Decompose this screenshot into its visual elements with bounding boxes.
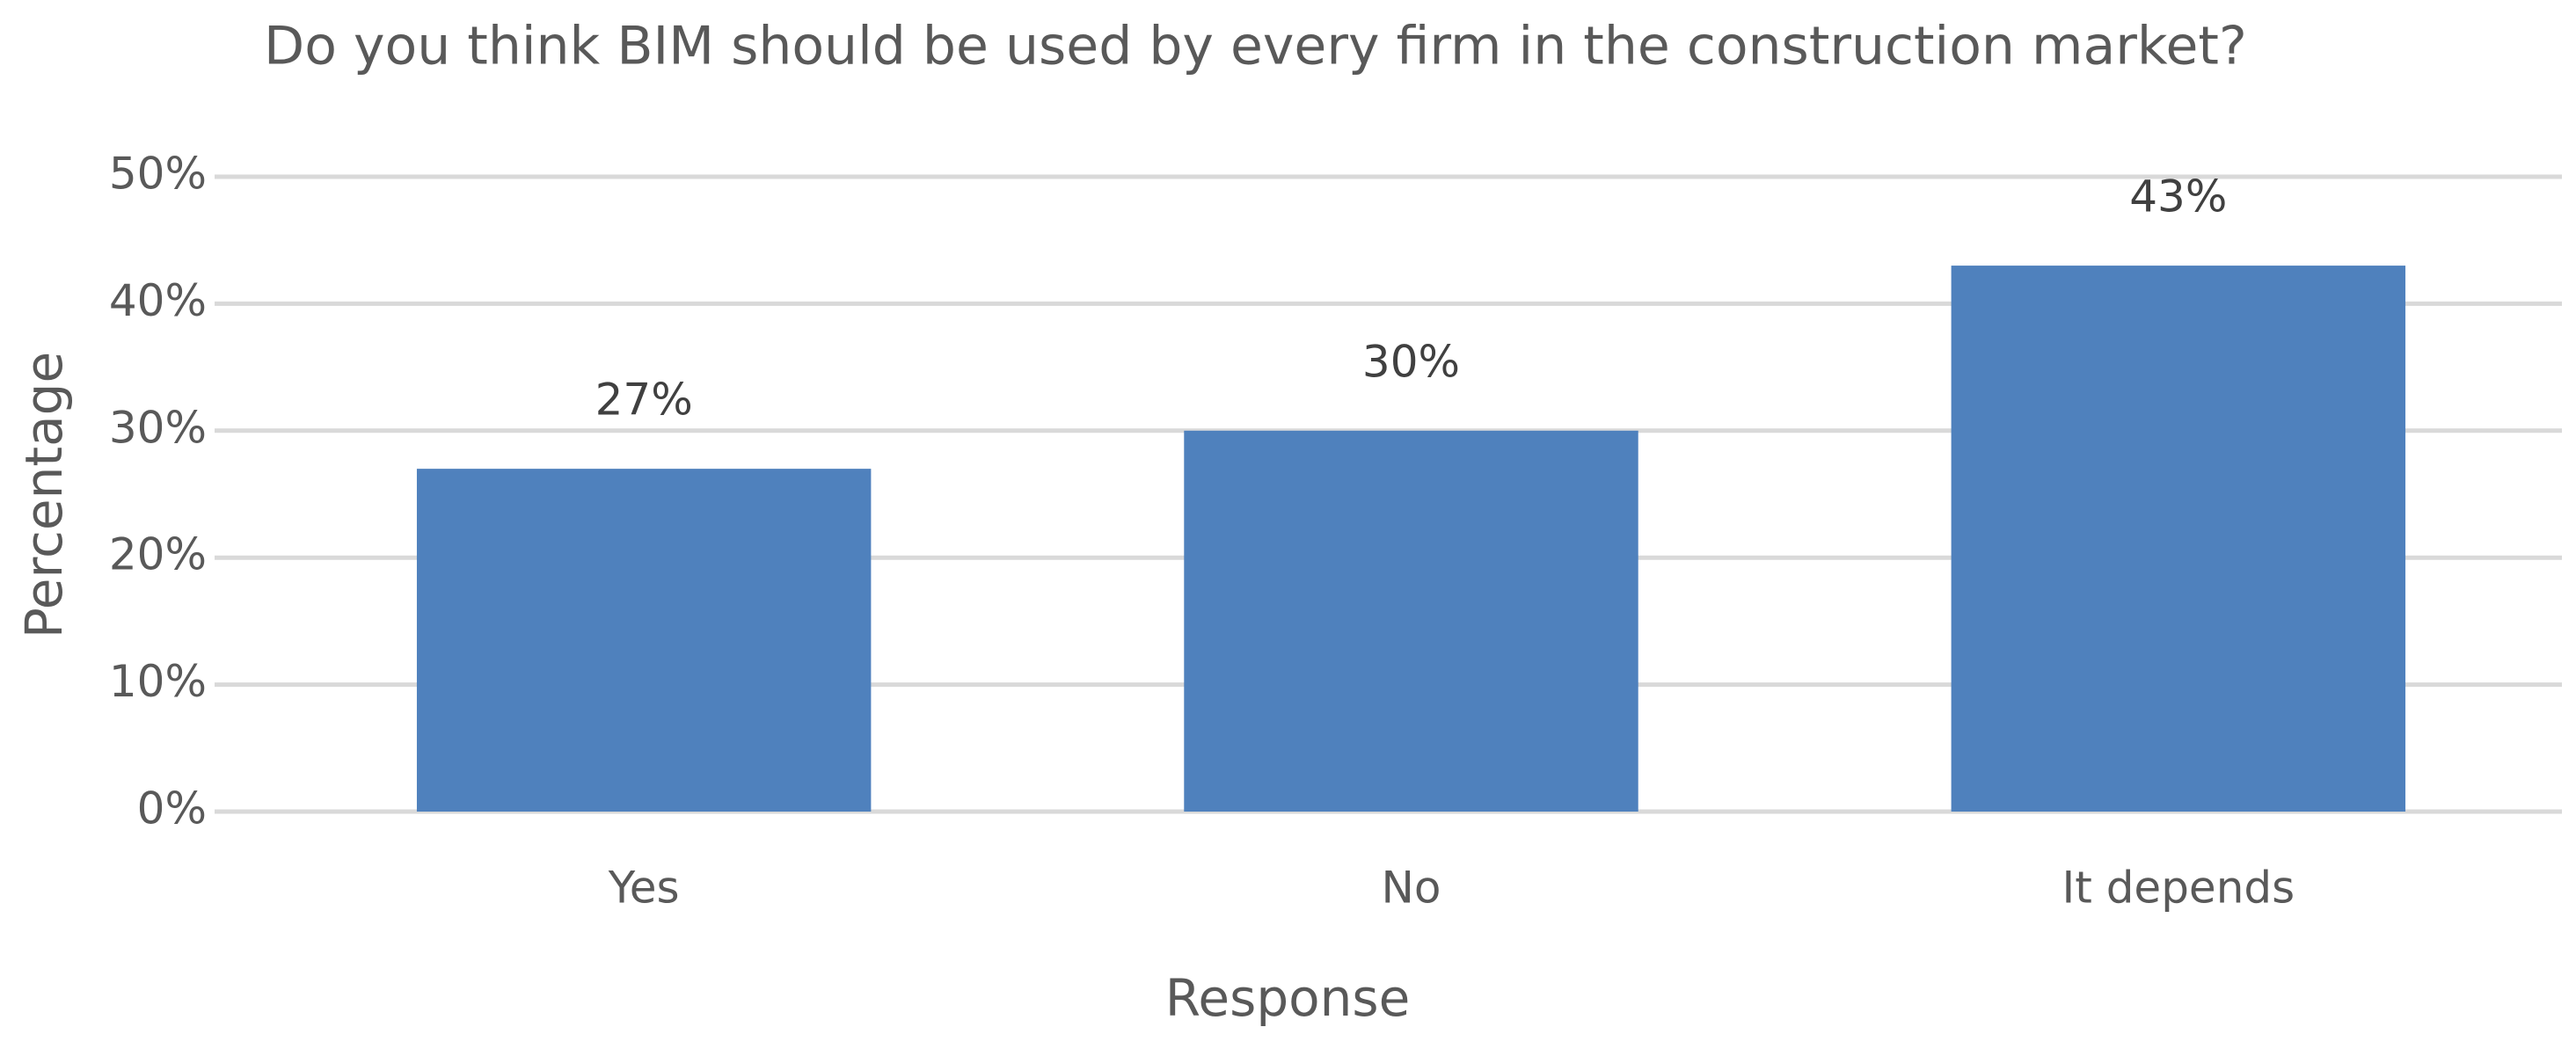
y-tick-label: 30% — [109, 402, 207, 453]
x-tick-label: It depends — [2062, 863, 2295, 914]
data-label: 30% — [1362, 336, 1460, 387]
chart-title: Do you think BIM should be used by every… — [264, 16, 2247, 77]
y-tick-label: 10% — [109, 656, 207, 707]
bar — [1184, 430, 1638, 812]
x-tick-label: No — [1382, 863, 1441, 914]
bar — [1951, 266, 2406, 812]
data-label: 27% — [595, 375, 693, 426]
x-axis-label: Response — [1165, 968, 1411, 1028]
bar — [416, 469, 872, 812]
y-tick-label: 40% — [109, 275, 207, 326]
y-axis-label: Percentage — [14, 352, 74, 638]
y-tick-label: 50% — [109, 149, 207, 200]
y-tick-label: 0% — [137, 783, 207, 834]
y-tick-label: 20% — [109, 529, 207, 580]
x-tick-label: Yes — [608, 863, 680, 914]
data-label: 43% — [2129, 171, 2227, 222]
